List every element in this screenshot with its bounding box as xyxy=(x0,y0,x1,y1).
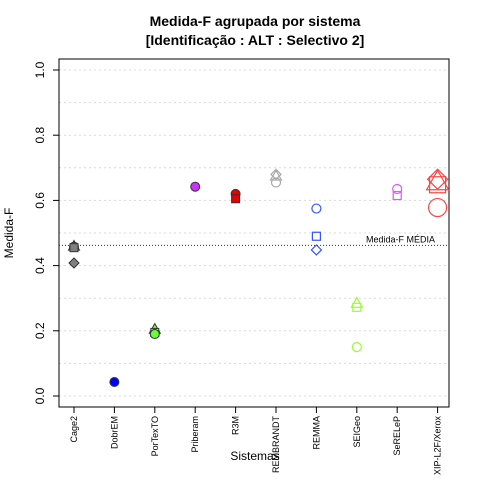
y-tick-label: 0.4 xyxy=(33,257,47,274)
data-point-circle xyxy=(190,181,201,192)
y-axis: 0.0 0.2 0.4 0.6 0.8 1.0 xyxy=(33,61,59,404)
x-tick-label: REMMA xyxy=(311,416,321,450)
x-tick-label: Cage2 xyxy=(69,416,79,443)
data-point-square xyxy=(311,231,321,241)
data-point-circle xyxy=(351,342,362,353)
grid xyxy=(59,69,449,397)
x-tick-label: REMBRANDT xyxy=(271,416,281,474)
data-point-circle xyxy=(270,177,282,188)
y-tick-label: 0.0 xyxy=(33,387,47,404)
data-point-diamond xyxy=(426,168,449,191)
data-point-square xyxy=(352,302,362,312)
x-tick-label: SEIGeo xyxy=(352,416,362,448)
data-point-square xyxy=(392,190,402,201)
x-tick-label: XIP-L2F/Xerox xyxy=(433,416,443,476)
chart-subtitle: [Identificação : ALT : Selectivo 2] xyxy=(146,32,365,48)
data-point-diamond xyxy=(270,168,282,181)
data-point-circle xyxy=(428,197,448,218)
data-point-square xyxy=(429,176,447,194)
y-axis-label: Medida-F xyxy=(2,208,16,259)
data-point-triangle xyxy=(350,296,364,308)
reference-line-group: Medida-F MÉDIA xyxy=(59,234,449,246)
chart-title: Medida-F agrupada por sistema xyxy=(150,13,361,29)
x-tick-label: PorTexTO xyxy=(150,416,160,456)
x-tick-label: DobrEM xyxy=(109,416,119,449)
plot-frame xyxy=(58,58,450,408)
data-point-circle xyxy=(149,329,160,340)
x-axis-label: Sistemas xyxy=(230,449,279,463)
x-tick-label: Priberam xyxy=(190,416,200,453)
reference-line-label: Medida-F MÉDIA xyxy=(366,234,435,244)
x-tick-label: SeRELeP xyxy=(392,416,402,456)
data-point-triangle xyxy=(425,169,450,191)
y-tick-label: 0.8 xyxy=(33,127,47,144)
data-point-circle xyxy=(109,376,120,387)
y-tick-label: 1.0 xyxy=(33,61,47,78)
x-tick-label: R3M xyxy=(231,416,241,435)
data-point-circle xyxy=(311,203,322,214)
data-point-circle xyxy=(392,183,403,195)
data-point-diamond xyxy=(310,244,323,256)
data-point-square xyxy=(231,194,241,204)
x-axis: Cage2 DobrEM PorTexTO Priberam R3M REMBRANDT R… xyxy=(69,407,443,475)
y-tick-label: 0.6 xyxy=(33,192,47,209)
y-tick-label: 0.2 xyxy=(33,322,47,339)
data-point-square xyxy=(69,243,79,253)
data-point-triangle xyxy=(269,169,283,181)
data-points xyxy=(67,168,450,387)
data-point-diamond xyxy=(68,257,80,269)
